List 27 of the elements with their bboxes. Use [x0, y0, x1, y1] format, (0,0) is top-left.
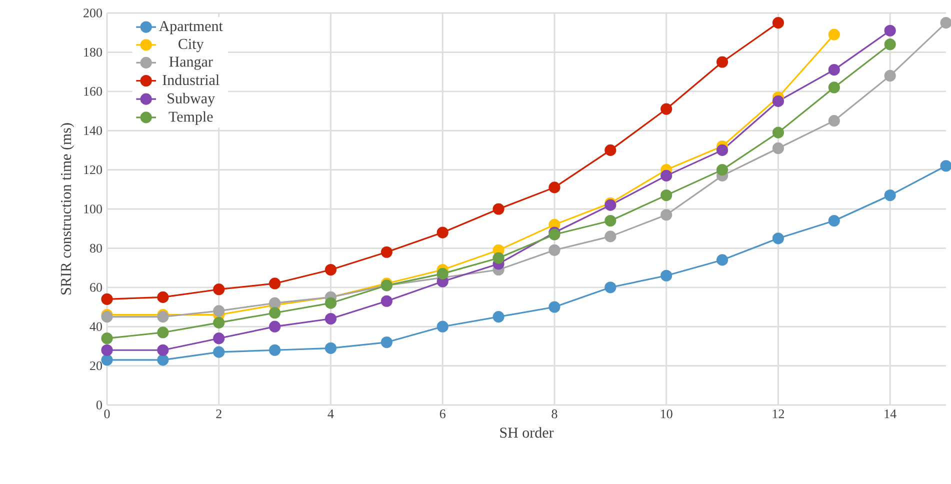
x-tick-label: 6 — [440, 410, 446, 418]
legend-label: Temple — [168, 111, 213, 125]
y-tick-label: 0 — [96, 400, 102, 410]
y-tick-label: 180 — [84, 48, 102, 57]
legend-label: City — [178, 38, 204, 52]
legend-label: Industrial — [162, 74, 220, 86]
legend-label: Subway — [168, 92, 215, 107]
legend-label: Apartment — [158, 21, 223, 34]
y-axis-title: SRIR construction time (ms) — [60, 123, 74, 294]
y-tick-label: 20 — [90, 361, 102, 370]
y-tick-label: 140 — [84, 126, 102, 135]
y-tick-label: 120 — [84, 165, 102, 174]
x-tick-label: 2 — [216, 410, 222, 418]
x-tick-label: 8 — [552, 410, 558, 418]
x-tick-label: 14 — [884, 410, 896, 418]
y-tick-label: 40 — [90, 322, 102, 331]
x-tick-label: 4 — [328, 410, 334, 418]
x-axis-title: SH order — [500, 427, 554, 438]
y-tick-label: 80 — [90, 244, 102, 253]
y-tick-label: 160 — [84, 87, 102, 96]
x-tick-label: 12 — [772, 410, 784, 418]
x-tick-label: 10 — [660, 410, 672, 418]
y-tick-label: 60 — [90, 283, 102, 292]
x-tick-label: 0 — [104, 410, 110, 418]
legend-label: Hangar — [169, 56, 213, 70]
y-tick-label: 200 — [84, 8, 102, 18]
y-tick-label: 100 — [84, 204, 102, 214]
